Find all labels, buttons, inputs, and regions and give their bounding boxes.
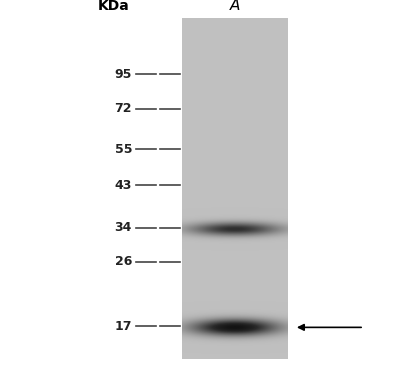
Text: 55: 55 [114, 143, 132, 156]
Text: 17: 17 [114, 320, 132, 333]
Bar [182, 18, 288, 359]
Text: 95: 95 [115, 68, 132, 81]
Text: 72: 72 [114, 102, 132, 115]
Text: A: A [230, 0, 240, 13]
Text: 26: 26 [115, 255, 132, 268]
Text: 43: 43 [115, 179, 132, 191]
Text: 34: 34 [115, 221, 132, 234]
Text: KDa: KDa [98, 0, 130, 13]
